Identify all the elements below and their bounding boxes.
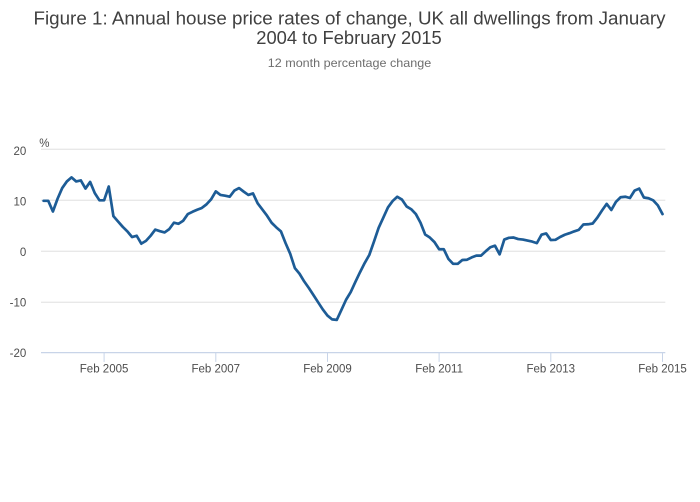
svg-text:Feb 2013: Feb 2013 <box>526 363 575 375</box>
svg-text:2004 to February 2015: 2004 to February 2015 <box>256 28 442 48</box>
svg-text:Feb 2005: Feb 2005 <box>80 363 129 375</box>
svg-text:Feb 2007: Feb 2007 <box>191 363 240 375</box>
svg-text:Feb 2009: Feb 2009 <box>303 363 352 375</box>
svg-text:0: 0 <box>20 247 26 259</box>
svg-text:Feb 2015: Feb 2015 <box>638 363 687 375</box>
svg-text:Feb 2011: Feb 2011 <box>415 363 463 375</box>
svg-text:Figure 1: Annual house price r: Figure 1: Annual house price rates of ch… <box>34 9 666 29</box>
svg-text:12 month percentage change: 12 month percentage change <box>268 56 432 70</box>
svg-text:-10: -10 <box>10 298 27 310</box>
svg-text:20: 20 <box>14 146 27 158</box>
svg-text:%: % <box>39 138 49 150</box>
svg-text:-20: -20 <box>10 348 27 360</box>
svg-text:10: 10 <box>14 197 27 209</box>
